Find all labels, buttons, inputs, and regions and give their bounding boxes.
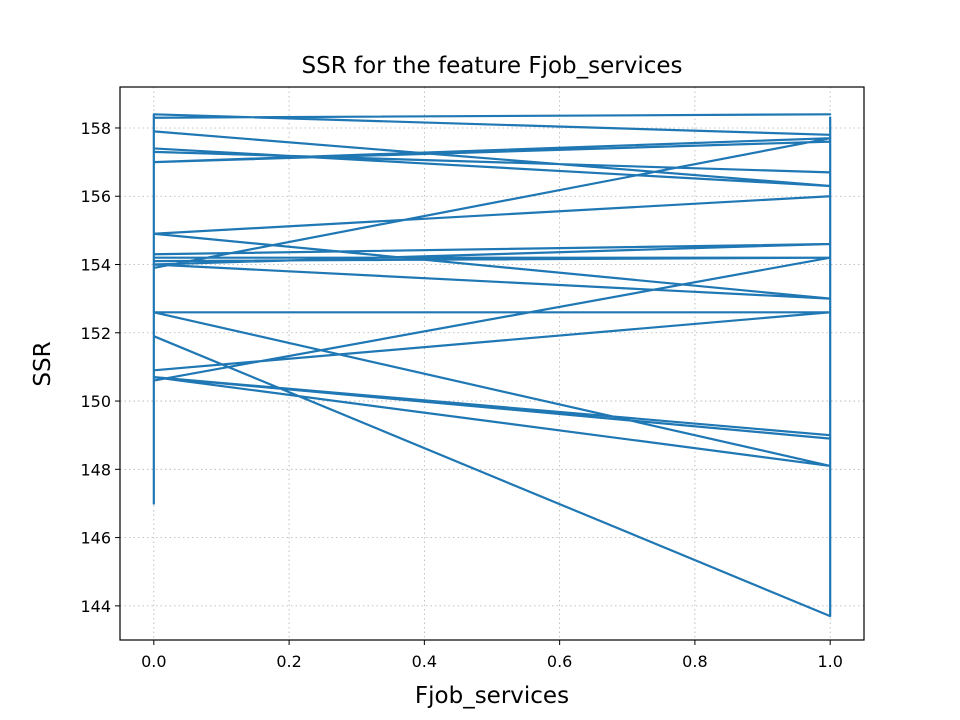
x-axis-title: Fjob_services — [415, 683, 569, 709]
x-tick-label: 0.0 — [141, 652, 166, 671]
y-tick-label: 150 — [80, 392, 111, 411]
x-tick-label: 0.6 — [547, 652, 572, 671]
y-tick-label: 148 — [80, 460, 111, 479]
chart-title: SSR for the feature Fjob_services — [302, 53, 683, 79]
x-tick-label: 0.4 — [412, 652, 437, 671]
y-tick-label: 146 — [80, 529, 111, 548]
x-tick-label: 1.0 — [817, 652, 842, 671]
y-tick-label: 156 — [80, 187, 111, 206]
y-tick-label: 154 — [80, 256, 111, 275]
y-axis-title: SSR — [30, 341, 56, 386]
series-layer — [152, 113, 832, 618]
y-tick-label: 152 — [80, 324, 111, 343]
plot-frame — [119, 86, 865, 641]
ticks-layer: 0.0 0.2 0.4 0.6 0.8 1.0 144 146 148 150 152 154 156 1… — [80, 119, 842, 671]
y-tick-label: 158 — [80, 119, 111, 138]
y-tick-label: 144 — [80, 597, 111, 616]
x-tick-label: 0.2 — [276, 652, 301, 671]
series-line — [152, 113, 832, 618]
x-tick-label: 0.8 — [682, 652, 707, 671]
